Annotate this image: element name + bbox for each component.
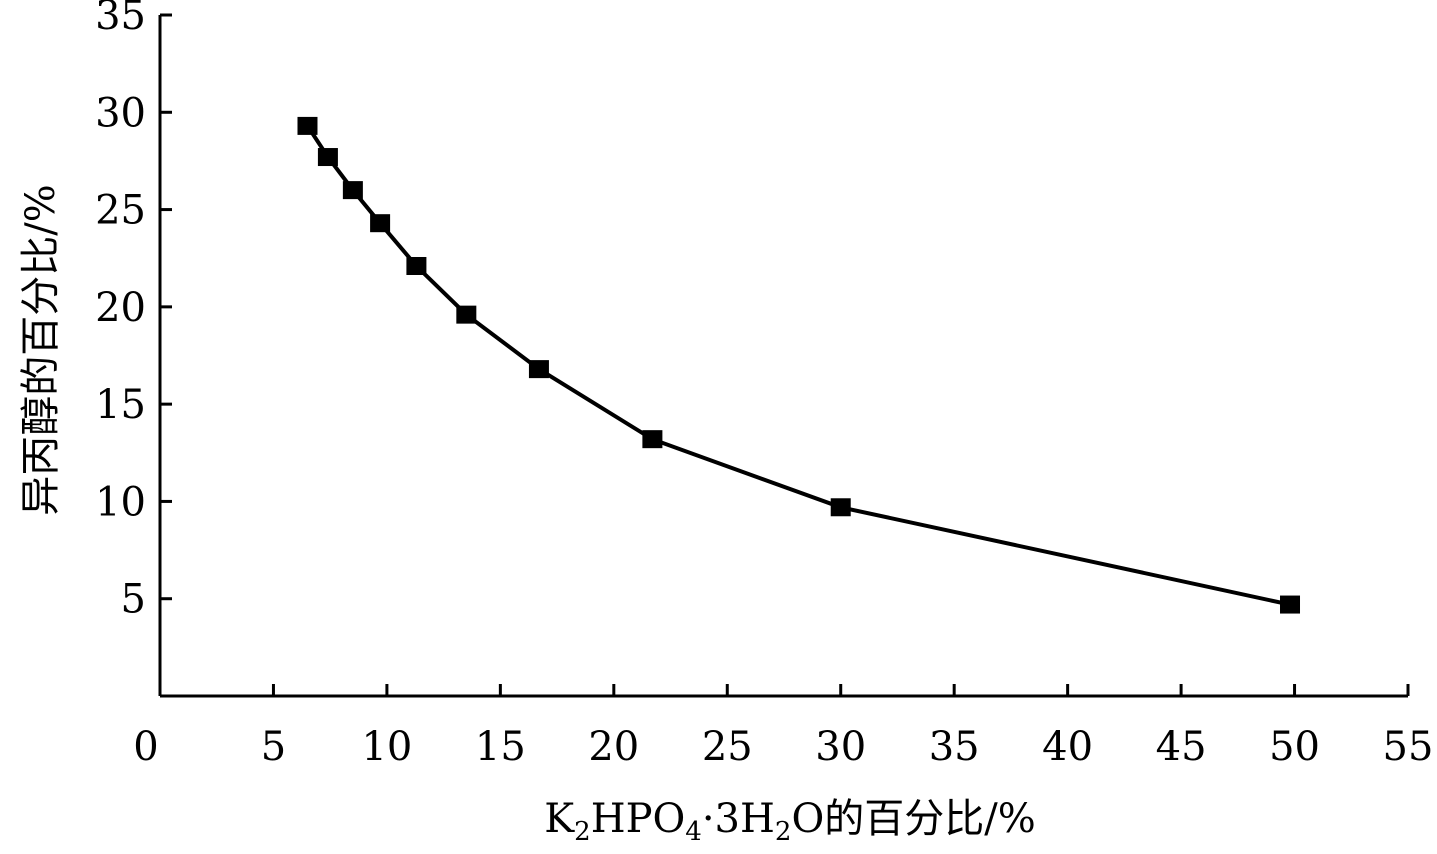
data-series xyxy=(297,116,1301,614)
data-point-marker xyxy=(528,360,549,379)
y-tick-label: 10 xyxy=(95,479,146,525)
data-point-marker xyxy=(1280,595,1301,614)
series-line xyxy=(305,124,1291,607)
data-point-marker xyxy=(297,116,318,135)
x-tick-label: 50 xyxy=(1269,724,1320,770)
data-point-marker xyxy=(406,256,427,275)
x-tick-label: 25 xyxy=(702,724,753,770)
x-tick-label: 55 xyxy=(1383,724,1434,770)
x-tick-label: 5 xyxy=(261,724,286,770)
y-tick-label: 30 xyxy=(95,90,146,136)
y-axis-title: 异丙醇的百分比/% xyxy=(18,184,64,515)
y-tick-label: 35 xyxy=(95,0,146,39)
data-point-marker xyxy=(370,214,391,233)
x-tick-label: 35 xyxy=(929,724,980,770)
x-tick-label: 10 xyxy=(361,724,412,770)
y-tick-label: 15 xyxy=(95,382,146,428)
y-tick-label: 20 xyxy=(95,285,146,331)
y-tick-label: 25 xyxy=(95,188,146,234)
x-ticks xyxy=(158,684,1410,696)
data-point-marker xyxy=(830,498,851,517)
x-tick-label: 45 xyxy=(1156,724,1207,770)
x-tick-label: 20 xyxy=(588,724,639,770)
y-tick-label: 5 xyxy=(121,577,146,623)
data-point-marker xyxy=(456,305,477,324)
data-point-marker xyxy=(642,430,663,449)
data-point-marker xyxy=(342,181,363,200)
y-axis: 5 10 15 20 25 30 35 xyxy=(95,0,172,696)
y-ticks xyxy=(160,13,172,601)
y-tick-labels: 5 10 15 20 25 30 35 xyxy=(95,0,146,623)
x-tick-label: 40 xyxy=(1042,724,1093,770)
x-axis: 0 5 10 15 20 25 30 35 40 45 50 55 xyxy=(133,684,1433,770)
x-tick-label: 30 xyxy=(815,724,866,770)
x-tick-label: 0 xyxy=(133,724,158,770)
x-axis-title: K2HPO4·3H2O的百分比/% xyxy=(544,796,1035,847)
x-tick-labels: 0 5 10 15 20 25 30 35 40 45 50 55 xyxy=(133,724,1433,770)
x-tick-label: 15 xyxy=(475,724,526,770)
data-point-marker xyxy=(317,148,338,167)
